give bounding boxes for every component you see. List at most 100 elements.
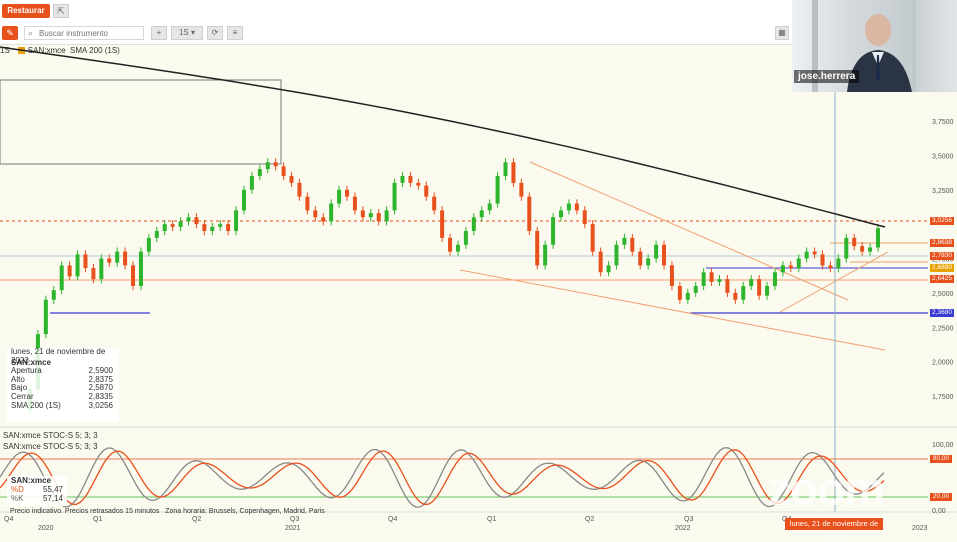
candle-body	[400, 176, 405, 183]
rectangle-annotation[interactable]	[0, 79, 282, 165]
stoch-k-label: %K	[11, 494, 24, 503]
candle-body	[662, 244, 667, 266]
time-axis-label: Q1	[487, 516, 496, 523]
candle-body	[67, 265, 72, 277]
candle-body	[75, 254, 80, 277]
candle-body	[337, 189, 342, 204]
presenter-silhouette	[812, 0, 916, 92]
time-axis-label: 2023	[912, 525, 928, 532]
price-tag-sma: 3,0256	[930, 217, 954, 225]
candle-body	[876, 228, 880, 248]
candle-body	[693, 286, 698, 293]
candle-body	[455, 244, 460, 252]
delay-note: Precio indicativo. Precios retrasados 15…	[10, 508, 160, 515]
candle-body	[630, 237, 635, 252]
candles-layer	[28, 158, 880, 414]
candle-body	[99, 258, 104, 280]
price-tag-5: 2,6425	[930, 275, 954, 283]
candle-body	[234, 210, 239, 231]
stoch-d-label: %D	[11, 485, 24, 494]
candle-body	[487, 203, 492, 211]
candle-body	[352, 196, 357, 211]
refresh-icon[interactable]: ⟳	[207, 26, 223, 40]
candle-body	[360, 210, 365, 218]
info-label: Bajo	[11, 383, 28, 393]
stoch-k-value: 57,14	[42, 494, 63, 503]
candle-body	[59, 265, 64, 291]
candle-body	[701, 272, 706, 286]
restore-button[interactable]: Restaurar	[2, 4, 50, 18]
candle-body	[788, 265, 793, 269]
pencil-icon[interactable]: ✎	[2, 26, 18, 40]
info-symbol: SAN:xmce	[11, 357, 52, 367]
candle-body	[669, 265, 674, 286]
sma-200-line[interactable]	[0, 46, 886, 228]
candle-body	[281, 166, 286, 176]
candle-body	[448, 237, 453, 252]
candle-body	[622, 237, 627, 245]
stoch-d-row: %D 55,47	[7, 485, 67, 494]
info-row-sma: SMA 200 (1S) 3,0256	[7, 400, 119, 411]
legend-indicator: SMA 200 (1S)	[70, 46, 120, 55]
info-row-high: Alto 2,8375	[7, 374, 119, 385]
price-axis-label: 2,5000	[932, 291, 954, 298]
candle-body	[210, 226, 215, 231]
candle-body	[313, 210, 318, 218]
candle-body	[574, 203, 579, 211]
info-row-low: Bajo 2,5870	[7, 384, 119, 393]
candle-body	[646, 258, 651, 266]
candle-body	[638, 251, 643, 266]
candle-body	[796, 258, 801, 269]
interval-select[interactable]: 1S ▾	[171, 26, 203, 40]
candle-body	[416, 182, 421, 186]
external-link-icon[interactable]: ⇱	[53, 4, 69, 18]
search-icon: ⌕	[28, 28, 34, 38]
candle-body	[852, 237, 857, 247]
price-tag-2: 2,8638	[930, 239, 954, 247]
candle-body	[757, 279, 762, 296]
stoch-tag-20: 20,00	[930, 493, 952, 501]
screenshot-icon[interactable]: ▦	[775, 26, 789, 40]
price-tag-3: 2,7830	[930, 252, 954, 260]
candle-body	[257, 169, 262, 176]
candle-body	[772, 272, 777, 286]
stoch-d-line[interactable]	[0, 449, 885, 506]
candle-body	[321, 217, 326, 222]
info-label: Cerrar	[11, 391, 34, 401]
search-input[interactable]	[39, 27, 139, 39]
info-value: 2,8375	[88, 374, 113, 384]
candle-body	[329, 203, 334, 222]
candle-body	[368, 213, 373, 218]
candle-body	[535, 231, 540, 266]
channel-lower-line[interactable]	[459, 269, 886, 351]
uptrend-line[interactable]	[779, 251, 889, 313]
candle-body	[218, 224, 223, 227]
price-axis: 3,7500 3,5000 3,2500 2,7500 2,5000 2,2500 2,00…	[932, 119, 954, 401]
stoch-k-line[interactable]	[0, 447, 885, 508]
menu-icon[interactable]: ≡	[227, 26, 243, 40]
price-axis-label: 3,7500	[932, 119, 954, 126]
stoch-axis-label: 0,00	[932, 508, 946, 515]
add-button[interactable]: +	[151, 26, 167, 40]
candle-body	[828, 265, 833, 269]
channel-upper-line[interactable]	[529, 161, 849, 301]
candle-body	[733, 292, 738, 300]
stoch-symbol: SAN:xmce	[11, 476, 52, 485]
candle-body	[836, 258, 841, 269]
time-axis-label: Q2	[585, 516, 594, 523]
candle-body	[345, 189, 350, 197]
candle-body	[812, 251, 817, 255]
candle-body	[138, 251, 143, 286]
video-thumbnail[interactable]: jose.herrera	[792, 0, 957, 92]
candle-body	[820, 254, 825, 266]
price-axis-label: 2,0000	[932, 360, 954, 367]
price-tag-support: 2,3680	[930, 309, 954, 317]
price-axis-label: 1,7500	[932, 394, 954, 401]
candle-body	[479, 210, 484, 218]
info-value: 3,0256	[88, 400, 113, 410]
candle-body	[511, 162, 516, 183]
info-value: 2,5870	[88, 383, 113, 393]
time-axis-label: Q1	[93, 516, 102, 523]
info-label: SMA 200 (1S)	[11, 400, 61, 410]
